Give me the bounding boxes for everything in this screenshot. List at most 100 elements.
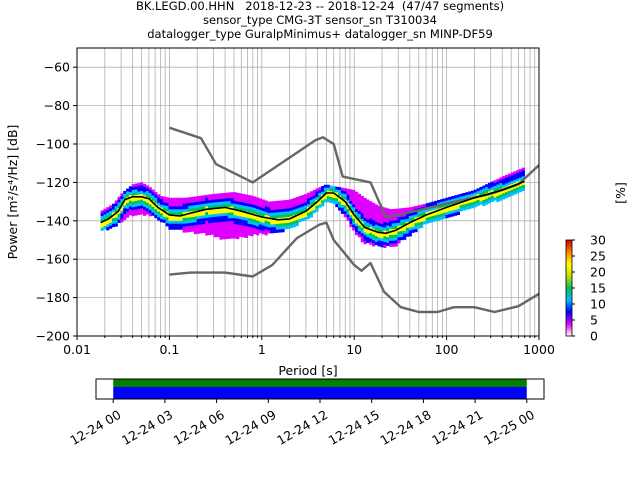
- heatmap-cell: [355, 203, 359, 207]
- heatmap-cell: [343, 188, 347, 192]
- heatmap-cell: [496, 187, 500, 191]
- heatmap-cell: [216, 207, 220, 212]
- heatmap-cell: [202, 221, 206, 225]
- x-tick-label: 1: [258, 342, 266, 357]
- heatmap-cell: [383, 207, 387, 211]
- y-tick-label: −140: [36, 213, 70, 228]
- heatmap-cell: [397, 225, 401, 229]
- heatmap-cell: [394, 231, 398, 235]
- heatmap-cell: [250, 215, 254, 219]
- coverage-tick-label: 12-24 00: [67, 407, 123, 448]
- heatmap-cell: [383, 244, 387, 249]
- heatmap-cell: [372, 234, 376, 238]
- heatmap-cell: [256, 200, 260, 204]
- heatmap-cell: [273, 224, 277, 228]
- heatmap-cell: [222, 233, 226, 237]
- heatmap-cell: [298, 213, 302, 217]
- heatmap-cell: [388, 232, 393, 236]
- heatmap-cell: [208, 220, 212, 224]
- heatmap-cell: [222, 236, 226, 240]
- heatmap-cell: [400, 231, 404, 235]
- heatmap-cell: [298, 219, 302, 223]
- heatmap-cell: [219, 196, 223, 200]
- heatmap-cell: [329, 199, 333, 204]
- heatmap-cell: [216, 216, 220, 220]
- heatmap-cell: [213, 196, 217, 200]
- heatmap-cell: [247, 226, 251, 230]
- heatmap-cell: [349, 218, 353, 222]
- heatmap-cell: [256, 223, 260, 227]
- heatmap-cell: [126, 211, 130, 215]
- heatmap-cell: [470, 202, 475, 206]
- heatmap-cell: [349, 212, 353, 216]
- heatmap-cell: [258, 227, 263, 231]
- heatmap-cell: [273, 209, 277, 213]
- heatmap-cell: [222, 213, 226, 217]
- heatmap-cell: [199, 210, 203, 214]
- heatmap-cell: [188, 200, 192, 204]
- heatmap-density: [100, 167, 525, 249]
- heatmap-cell: [188, 205, 192, 210]
- heatmap-cell: [301, 212, 305, 216]
- heatmap-cell: [250, 218, 254, 222]
- heatmap-cell: [205, 197, 209, 201]
- heatmap-cell: [315, 194, 319, 198]
- heatmap-cell: [516, 187, 520, 191]
- heatmap-cell: [357, 193, 362, 197]
- heatmap-cell: [247, 200, 251, 205]
- heatmap-cell: [281, 211, 285, 216]
- heatmap-cell: [247, 197, 251, 202]
- heatmap-cell: [205, 203, 209, 207]
- heatmap-cell: [267, 210, 271, 214]
- heatmap-cell: [292, 221, 296, 225]
- heatmap-cell: [145, 191, 149, 195]
- heatmap-cell: [261, 208, 265, 212]
- heatmap-cell: [499, 186, 503, 190]
- heatmap-cell: [224, 195, 229, 199]
- heatmap-cell: [315, 202, 319, 207]
- heatmap-cell: [244, 206, 248, 210]
- heatmap-cell: [465, 206, 469, 210]
- heatmap-cell: [355, 232, 359, 236]
- heatmap-cell: [400, 213, 404, 218]
- heatmap-cell: [428, 208, 432, 212]
- heatmap-cell: [230, 220, 234, 225]
- heatmap-cell: [380, 218, 384, 222]
- heatmap-cell: [377, 211, 381, 215]
- heatmap-cell: [425, 214, 429, 218]
- heatmap-cell: [380, 235, 384, 239]
- heatmap-cell: [408, 233, 412, 237]
- heatmap-cell: [174, 209, 178, 213]
- heatmap-cell: [400, 236, 404, 241]
- heatmap-cell: [391, 237, 395, 242]
- heatmap-cell: [191, 228, 195, 232]
- heatmap-cell: [360, 230, 364, 234]
- heatmap-cell: [273, 215, 277, 219]
- heatmap-cell: [199, 204, 203, 208]
- heatmap-cell: [318, 204, 322, 208]
- heatmap-cell: [451, 213, 455, 217]
- heatmap-cell: [241, 216, 246, 221]
- heatmap-cell: [137, 203, 141, 207]
- heatmap-cell: [179, 220, 183, 224]
- heatmap-cell: [154, 194, 158, 198]
- heatmap-cell: [205, 215, 209, 219]
- heatmap-cell: [335, 192, 339, 196]
- heatmap-cell: [355, 214, 359, 218]
- heatmap-cell: [239, 210, 243, 214]
- heatmap-cell: [487, 200, 492, 204]
- heatmap-cell: [304, 194, 308, 198]
- heatmap-cell: [383, 218, 387, 223]
- heatmap-cell: [199, 212, 203, 217]
- heatmap-cell: [301, 197, 305, 202]
- heatmap-cell: [134, 209, 138, 213]
- heatmap-cell: [227, 201, 231, 205]
- heatmap-cell: [479, 201, 483, 205]
- heatmap-cell: [340, 187, 345, 191]
- heatmap-cell: [490, 187, 494, 191]
- heatmap-cell: [295, 205, 299, 209]
- heatmap-cell: [470, 205, 475, 209]
- heatmap-cell: [224, 201, 229, 205]
- heatmap-cell: [414, 220, 418, 224]
- heatmap-cell: [137, 211, 141, 215]
